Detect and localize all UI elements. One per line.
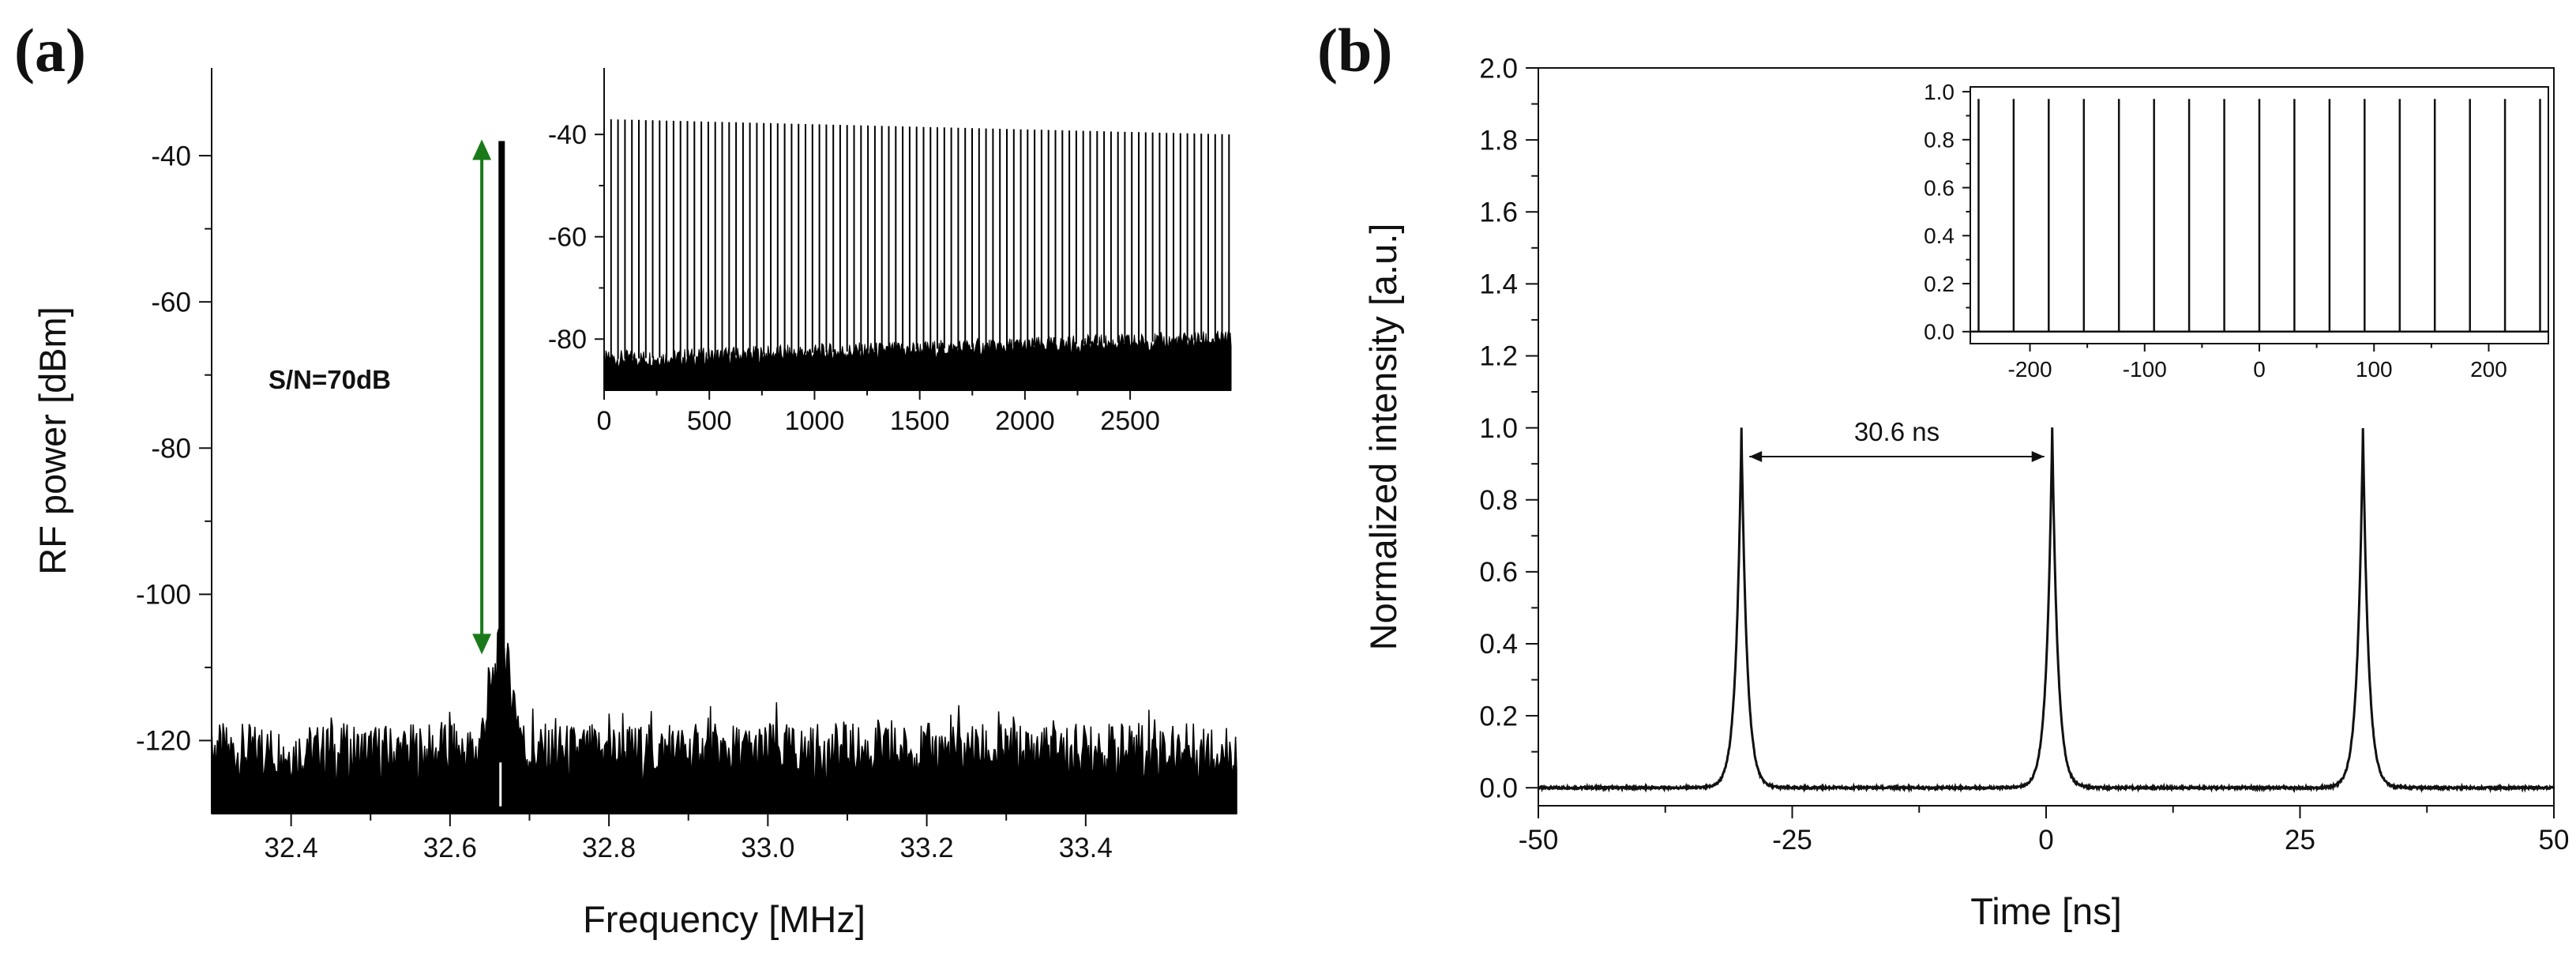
b_main-ytick-label: 1.0 <box>1479 413 1518 444</box>
a_main-x-axis-label: Frequency [MHz] <box>583 898 866 940</box>
b-main-pulse-trace <box>1538 427 2555 794</box>
a_main-ytick-label: -80 <box>151 434 191 464</box>
a_main-ytick-label: -120 <box>136 726 191 757</box>
panel-b-main-plot: -50 -25 0 25 50 0.0 0.2 0.4 0.6 0.8 1.0 1.2 1.4 1.6 1.… <box>1362 53 2569 932</box>
a_main-xtick-label: 32.6 <box>423 833 477 863</box>
a_inset-ytick-label: -80 <box>548 325 587 355</box>
b_main-ytick-label: 1.2 <box>1479 341 1518 372</box>
a-main-noise-floor <box>211 628 1237 814</box>
a_inset-ytick-label: -60 <box>548 223 587 253</box>
b_inset-ytick-label: 0.6 <box>1924 175 1955 200</box>
sn-ratio-label: S/N=70dB <box>268 365 391 394</box>
panel-b-label: (b) <box>1317 16 1392 85</box>
a_inset-xtick-label: 500 <box>687 406 732 436</box>
a-main-peak-notch <box>499 762 502 807</box>
interval-arrow-head-right <box>2031 451 2045 463</box>
b_main-y-axis-label: Normalized intensity [a.u.] <box>1362 224 1404 651</box>
a_main-ytick-label: -60 <box>151 287 191 318</box>
a_main-ytick-label: -40 <box>151 141 191 171</box>
a_main-xtick-label: 33.4 <box>1059 833 1113 863</box>
b_main-ytick-label: 0.6 <box>1479 557 1518 588</box>
b_main-ytick-label: 2.0 <box>1479 53 1518 84</box>
a_inset-ytick-label: -40 <box>548 120 587 150</box>
a_inset-xtick-label: 1000 <box>785 406 845 436</box>
b_inset-ytick-label: 0.0 <box>1924 320 1955 344</box>
a_inset-xtick-label: 2500 <box>1100 406 1160 436</box>
b_main-xtick-label: 25 <box>2285 825 2315 856</box>
b_main-xtick-label: 0 <box>2038 825 2053 856</box>
panel-a-label: (a) <box>14 16 86 85</box>
a-main-peak <box>498 141 505 814</box>
b_main-ytick-label: 1.8 <box>1479 125 1518 156</box>
b_main-ytick-label: 1.4 <box>1479 269 1518 300</box>
b_main-xtick-label: -50 <box>1519 825 1559 856</box>
b_inset-xtick-label: 200 <box>2470 357 2507 382</box>
a_inset-xtick-label: 1500 <box>890 406 950 436</box>
a_main-y-axis-label: RF power [dBm] <box>32 306 73 575</box>
b-inset-pulse-train <box>1970 99 2548 333</box>
a_main-xtick-label: 33.0 <box>741 833 794 863</box>
b_main-xtick-label: 50 <box>2539 825 2570 856</box>
a_main-xtick-label: 32.4 <box>265 833 318 863</box>
b_inset-ytick-label: 0.2 <box>1924 272 1955 296</box>
b_inset-ytick-label: 0.4 <box>1924 224 1955 248</box>
b_inset-ytick-label: 0.8 <box>1924 128 1955 152</box>
a_main-xtick-label: 33.2 <box>900 833 954 863</box>
b_main-ytick-label: 0.4 <box>1479 629 1518 660</box>
interval-arrow-head-left <box>1749 451 1763 463</box>
b_main-ytick-label: 0.2 <box>1479 701 1518 731</box>
b_main-x-axis-label: Time [ns] <box>1970 890 2122 932</box>
a-inset-background <box>604 68 1231 390</box>
a_inset-xtick-label: 2000 <box>995 406 1055 436</box>
b_main-ytick-label: 0.8 <box>1479 485 1518 516</box>
b_main-ytick-label: 1.6 <box>1479 197 1518 228</box>
b_inset-xtick-label: 100 <box>2356 357 2393 382</box>
sn-arrow-head-bottom <box>472 634 492 655</box>
a_inset-xtick-label: 0 <box>597 406 612 436</box>
a-inset-harmonics <box>610 119 1230 359</box>
b_inset-xtick-label: 0 <box>2253 357 2266 382</box>
sn-arrow-head-top <box>472 139 492 160</box>
b_inset-ytick-label: 1.0 <box>1924 80 1955 104</box>
panel-a-main-plot: 32.4 32.6 32.8 33.0 33.2 33.4 -40 -60 -80 -100 -12… <box>32 68 1237 940</box>
a_main-ytick-label: -100 <box>136 580 191 611</box>
interval-label: 30.6 ns <box>1854 417 1940 446</box>
panel-a-inset-plot: 0 500 1000 1500 2000 2500 -40 -60 -80 <box>548 68 1232 436</box>
b_inset-xtick-label: -200 <box>2008 357 2052 382</box>
b_inset-xtick-label: -100 <box>2123 357 2167 382</box>
panel-b-inset-plot: -200 -100 0 100 200 0.0 0.2 0.4 0.6 0.8 1.0 <box>1924 80 2549 382</box>
b_main-xtick-label: -25 <box>1772 825 1812 856</box>
b_main-ytick-label: 0.0 <box>1479 773 1518 803</box>
a_main-xtick-label: 32.8 <box>582 833 636 863</box>
